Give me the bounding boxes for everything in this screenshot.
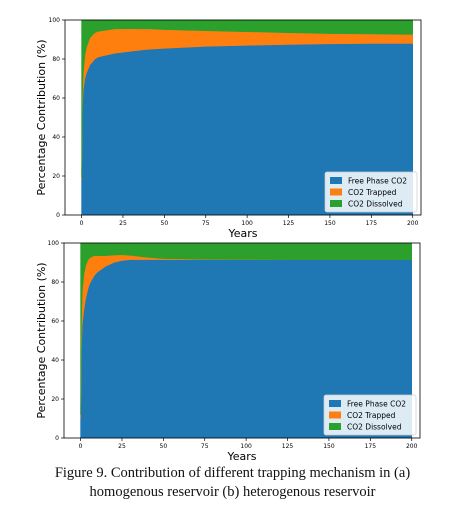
x-tick-label: 150 — [324, 220, 336, 227]
y-tick-label: 60 — [51, 318, 59, 325]
legend-label: CO2 Trapped — [347, 411, 396, 420]
legend-swatch — [330, 200, 342, 207]
x-tick-label: 100 — [240, 443, 252, 450]
x-axis-label: Years — [227, 227, 257, 240]
x-tick-label: 175 — [365, 443, 377, 450]
y-tick-label: 80 — [51, 279, 59, 286]
x-tick-label: 100 — [241, 220, 253, 227]
legend-label: Free Phase CO2 — [348, 177, 407, 186]
y-tick-label: 40 — [51, 357, 59, 364]
axes-frame — [63, 242, 421, 439]
legend-swatch — [329, 411, 341, 419]
legend: Free Phase CO2 CO2 Trapped CO2 Dissolved — [323, 394, 417, 436]
y-tick-label: 0 — [55, 435, 59, 442]
legend: Free Phase CO2 CO2 Trapped CO2 Dissolved — [324, 171, 418, 213]
x-axis-label: Years — [226, 450, 256, 463]
x-tick-label: 200 — [407, 220, 419, 227]
legend-swatch — [330, 177, 342, 184]
legend-swatch — [329, 423, 341, 430]
y-tick-label: 40 — [52, 134, 60, 141]
x-tick-label: 0 — [80, 220, 84, 227]
x-tick-label: 25 — [119, 220, 127, 227]
caption-line-2: homogenous reservoir (b) heterogenous re… — [89, 484, 376, 500]
y-tick-label: 100 — [49, 17, 61, 24]
legend-label: CO2 Dissolved — [348, 200, 403, 209]
x-tick-label: 75 — [202, 220, 210, 227]
x-tick-label: 75 — [201, 443, 209, 450]
y-tick-label: 0 — [56, 212, 60, 219]
y-tick-label: 80 — [52, 56, 60, 63]
x-tick-label: 150 — [323, 443, 335, 450]
y-axis-label: Percentage Contribution (%) — [35, 262, 48, 418]
legend-box — [323, 394, 417, 436]
y-tick-label: 20 — [52, 173, 60, 180]
figure: 0 25 50 75 100 125 150 175 200020406080100YearsP… — [35, 17, 422, 463]
x-tick-label: 175 — [366, 220, 378, 227]
legend-swatch — [330, 188, 342, 196]
y-tick-label: 100 — [48, 240, 60, 247]
figure-caption: Figure 9. Contribution of different trap… — [0, 464, 465, 502]
x-tick-label: 0 — [79, 443, 83, 450]
x-tick-label: 125 — [282, 443, 294, 450]
axes-frame — [64, 19, 422, 216]
legend-label: CO2 Dissolved — [347, 423, 402, 432]
legend-swatch — [329, 400, 341, 407]
legend-label: Free Phase CO2 — [347, 400, 406, 409]
y-tick-label: 20 — [51, 396, 59, 403]
legend-box — [324, 171, 418, 213]
y-tick-label: 60 — [52, 95, 60, 102]
chart-panel-b: 0 25 50 75 100 125 150 175 200020406080100YearsP… — [35, 240, 421, 463]
chart-panel-a: 0 25 50 75 100 125 150 175 200020406080100YearsP… — [35, 17, 422, 240]
x-tick-label: 25 — [118, 443, 126, 450]
x-tick-label: 50 — [161, 220, 169, 227]
x-tick-label: 125 — [283, 220, 295, 227]
x-tick-label: 200 — [406, 443, 418, 450]
x-tick-label: 50 — [160, 443, 168, 450]
caption-line-1: Figure 9. Contribution of different trap… — [54, 465, 411, 481]
y-axis-label: Percentage Contribution (%) — [35, 39, 48, 195]
legend-label: CO2 Trapped — [348, 188, 397, 197]
